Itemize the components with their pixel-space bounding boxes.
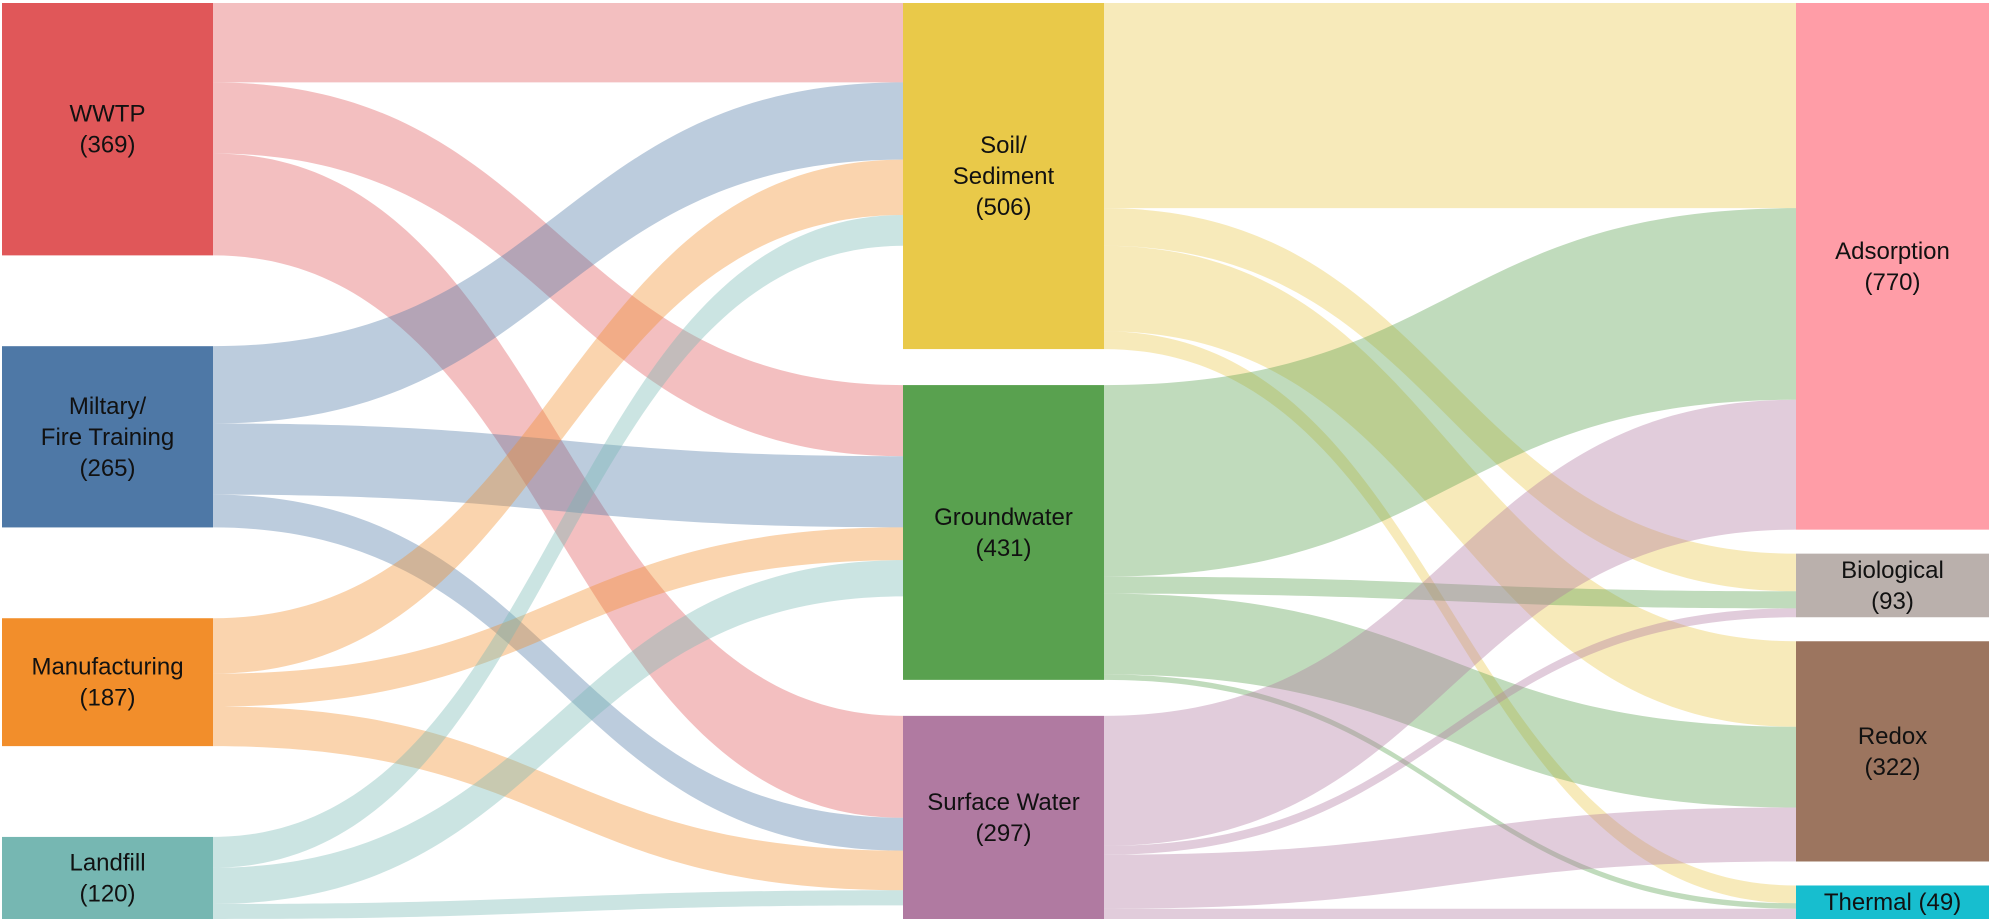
node-label-line: (93) bbox=[1871, 587, 1914, 614]
link-miltary-fire-training-to-soil-sediment[interactable] bbox=[213, 82, 903, 424]
link-manufacturing-to-groundwater[interactable] bbox=[213, 527, 903, 707]
node-surface-water[interactable] bbox=[903, 715, 1104, 919]
link-landfill-to-groundwater[interactable] bbox=[213, 560, 903, 904]
node-label-line: Miltary/ bbox=[69, 392, 147, 419]
link-soil-sediment-to-redox[interactable] bbox=[1104, 245, 1796, 727]
node-label-manufacturing: Manufacturing (187) bbox=[31, 653, 183, 711]
node-manufacturing[interactable] bbox=[2, 618, 213, 747]
node-adsorption[interactable] bbox=[1796, 3, 1989, 530]
node-label-line: (265) bbox=[79, 454, 135, 481]
node-label-line: Adsorption bbox=[1835, 237, 1950, 264]
node-label-wwtp: WWTP (369) bbox=[70, 100, 146, 158]
link-surface-water-to-adsorption[interactable] bbox=[1104, 399, 1796, 846]
node-label-line: Soil/ bbox=[980, 132, 1027, 159]
node-label-landfill: Landfill (120) bbox=[69, 849, 145, 907]
link-soil-sediment-to-adsorption[interactable] bbox=[1104, 3, 1796, 209]
node-label-line: Surface Water bbox=[927, 788, 1080, 815]
node-label-biological: Biological (93) bbox=[1841, 556, 1944, 614]
node-biological[interactable] bbox=[1796, 553, 1989, 618]
node-label-line: Fire Training bbox=[41, 423, 174, 450]
node-label-line: Biological bbox=[1841, 556, 1944, 583]
link-surface-water-to-thermal[interactable] bbox=[1104, 908, 1796, 919]
link-surface-water-to-biological[interactable] bbox=[1104, 608, 1796, 855]
node-label-miltary-fire-training: Miltary/Fire Training (265) bbox=[41, 392, 174, 481]
link-landfill-to-surface-water[interactable] bbox=[213, 890, 903, 919]
node-label-surface-water: Surface Water (297) bbox=[927, 788, 1080, 846]
node-label-line: (431) bbox=[975, 534, 1031, 561]
links-layer bbox=[213, 3, 1796, 919]
link-groundwater-to-thermal[interactable] bbox=[1104, 674, 1796, 909]
link-groundwater-to-adsorption[interactable] bbox=[1104, 208, 1796, 577]
link-soil-sediment-to-biological[interactable] bbox=[1104, 208, 1796, 592]
node-label-line: Landfill bbox=[69, 849, 145, 876]
node-label-line: (297) bbox=[975, 819, 1031, 846]
node-label-line: (369) bbox=[79, 131, 135, 158]
node-landfill[interactable] bbox=[2, 836, 213, 919]
link-wwtp-to-soil-sediment[interactable] bbox=[213, 3, 903, 83]
nodes-layer bbox=[2, 3, 1989, 919]
link-soil-sediment-to-thermal[interactable] bbox=[1104, 331, 1796, 904]
node-soil-sediment[interactable] bbox=[903, 3, 1104, 350]
node-label-line: Groundwater bbox=[934, 503, 1073, 530]
link-groundwater-to-redox[interactable] bbox=[1104, 593, 1796, 808]
labels-layer: WWTP (369) Miltary/Fire Training (265) Manuf… bbox=[31, 100, 1961, 916]
node-label-line: (506) bbox=[975, 194, 1031, 221]
node-miltary-fire-training[interactable] bbox=[2, 346, 213, 528]
node-redox[interactable] bbox=[1796, 641, 1989, 862]
node-label-line: Redox bbox=[1858, 722, 1927, 749]
node-label-redox: Redox (322) bbox=[1858, 722, 1927, 780]
link-groundwater-to-biological[interactable] bbox=[1104, 576, 1796, 609]
link-wwtp-to-surface-water[interactable] bbox=[213, 153, 903, 818]
node-label-line: Thermal (49) bbox=[1824, 889, 1961, 916]
node-label-thermal: Thermal (49) bbox=[1824, 889, 1961, 916]
node-thermal[interactable] bbox=[1796, 885, 1989, 919]
link-manufacturing-to-surface-water[interactable] bbox=[213, 706, 903, 891]
node-label-line: WWTP bbox=[70, 100, 146, 127]
node-label-line: (120) bbox=[79, 880, 135, 907]
node-label-groundwater: Groundwater (431) bbox=[934, 503, 1073, 561]
node-label-adsorption: Adsorption (770) bbox=[1835, 237, 1950, 295]
node-label-line: (322) bbox=[1864, 753, 1920, 780]
link-wwtp-to-groundwater[interactable] bbox=[213, 82, 903, 457]
node-label-line: (187) bbox=[79, 684, 135, 711]
node-label-line: (770) bbox=[1864, 268, 1920, 295]
node-label-line: Manufacturing bbox=[31, 653, 183, 680]
link-miltary-fire-training-to-groundwater[interactable] bbox=[213, 423, 903, 528]
link-surface-water-to-redox[interactable] bbox=[1104, 807, 1796, 909]
link-landfill-to-soil-sediment[interactable] bbox=[213, 215, 903, 868]
link-miltary-fire-training-to-surface-water[interactable] bbox=[213, 494, 903, 851]
node-label-line: Sediment bbox=[953, 163, 1055, 190]
node-wwtp[interactable] bbox=[2, 3, 213, 256]
node-groundwater[interactable] bbox=[903, 385, 1104, 680]
node-label-soil-sediment: Soil/Sediment (506) bbox=[953, 132, 1055, 221]
link-manufacturing-to-soil-sediment[interactable] bbox=[213, 159, 903, 674]
